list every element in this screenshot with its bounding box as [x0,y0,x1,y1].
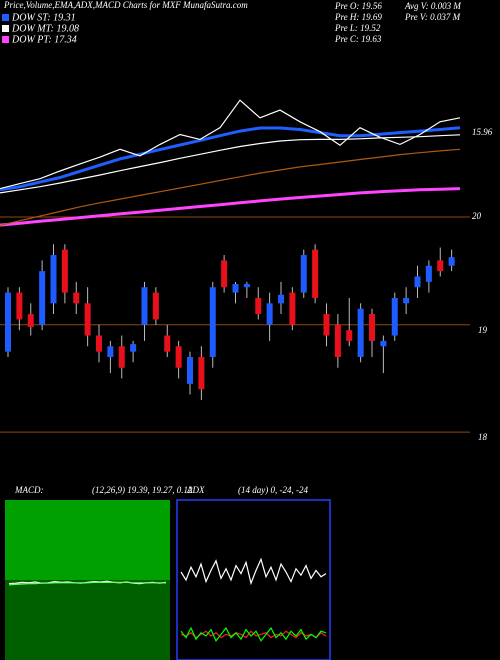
candle-body [300,255,307,293]
quote-text: Pre C: 19.63 [334,34,382,44]
candle-body [232,284,239,293]
candle-body [198,356,205,390]
candle-body [175,346,182,368]
macd-bg-top [5,500,170,580]
legend-label: DOW PT: 17.34 [11,34,77,45]
panel-subtitle: (12,26,9) 19.39, 19.27, 0.12 [92,485,193,495]
candle-body [107,346,114,357]
axis-annotation: 15.96 [472,127,493,137]
candle-body [5,292,11,352]
candle-body [84,303,91,336]
candle-body [255,297,262,315]
candle-body [369,314,375,341]
candle-body [323,314,330,336]
legend-label: DOW ST: 19.31 [11,12,76,23]
candle-body [425,265,432,282]
series-line [0,187,461,227]
axis-annotation: 20 [472,211,482,221]
series-line [180,626,327,642]
y-tick-label: 18 [478,432,488,442]
candle-body [39,271,46,325]
candle-body [73,292,80,304]
candle-body [357,308,364,357]
candle-body [141,287,148,325]
candle-body [289,292,296,325]
quote-text: Avg V: 0.003 M [404,1,461,11]
series-line [0,126,461,192]
quote-text: Pre L: 19.52 [334,23,381,33]
candle-body [278,294,284,304]
candle-body [130,344,137,352]
candle-body [243,284,250,288]
quote-text: Pre V: 0.037 M [404,12,461,22]
series-line [8,581,167,586]
candle-body [16,292,23,320]
candle-body [50,255,57,304]
candle-body [403,297,410,304]
series-line [0,99,461,190]
legend-label: DOW MT: 19.08 [11,23,79,34]
legend-swatch [2,14,9,21]
candle-body [61,249,68,293]
candle-body [27,314,34,327]
candle-body [152,292,159,320]
quote-text: Pre O: 19.56 [334,1,382,11]
candle-body [448,257,455,266]
candle-body [437,260,444,272]
candle-body [96,335,102,352]
candle-body [187,356,193,384]
quote-text: Pre H: 19.69 [334,12,382,22]
legend-swatch [2,25,9,32]
candle-body [346,330,353,341]
candle-body [312,249,319,298]
series-line [180,557,327,586]
candle-body [391,297,398,336]
candle-body [414,276,421,288]
series-line [0,134,461,194]
series-line [0,148,461,226]
candle-body [164,335,171,352]
y-tick-label: 19 [478,325,488,335]
chart-title: Price,Volume,EMA,ADX,MACD Charts for MXF… [3,0,248,10]
macd-bg-bottom [5,580,170,660]
panel-subtitle: (14 day) 0, -24, -24 [238,485,308,495]
candle-body [221,260,228,288]
candle-body [266,303,273,325]
candle-body [118,346,125,368]
candle-body [334,324,341,357]
legend-swatch [2,36,9,43]
candle-body [209,287,216,357]
candle-body [380,340,387,347]
panel-title: MACD: [14,485,44,495]
panel-title: ADX [186,485,205,495]
